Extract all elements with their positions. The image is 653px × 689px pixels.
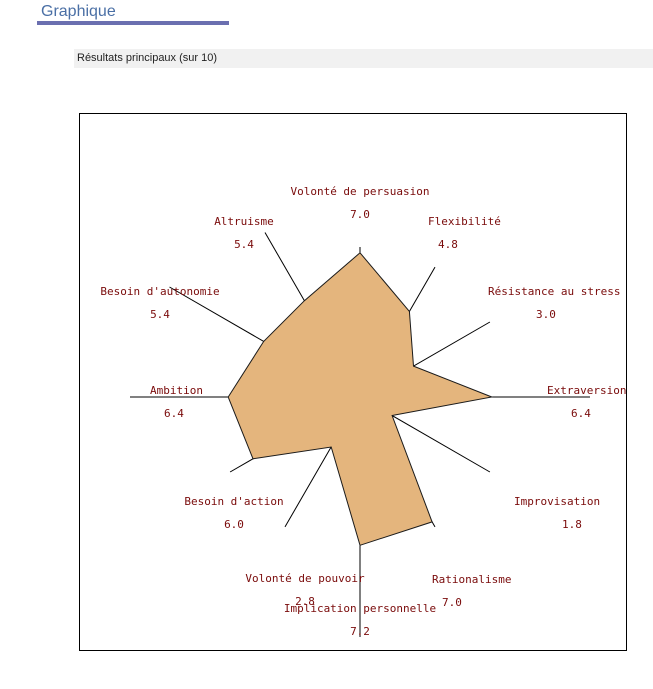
radar-chart-box: Volonté de persuasion 7.0 Flexibilité 4.8 Ré… xyxy=(79,113,652,651)
value-label: 4.8 xyxy=(438,238,458,251)
value-label: 6.4 xyxy=(571,407,591,420)
axis-label: Rationalisme xyxy=(432,573,511,586)
value-label: 3.0 xyxy=(536,308,556,321)
radar-chart: Volonté de persuasion 7.0 Flexibilité 4.8 Ré… xyxy=(79,113,627,651)
axis-label: Résistance au stress xyxy=(488,285,620,298)
value-label: 7.0 xyxy=(350,208,370,221)
chart-subtitle: Résultats principaux (sur 10) xyxy=(77,52,218,64)
axis-label: Extraversion xyxy=(547,384,626,397)
axis-label: Volonté de persuasion xyxy=(290,185,429,198)
axis-label: Implication personnelle xyxy=(284,602,436,615)
axis-label: Flexibilité xyxy=(428,215,501,228)
value-label: 6.0 xyxy=(224,518,244,531)
subtitle-bar: Résultats principaux (sur 10) xyxy=(74,49,653,68)
axis-label: Volonté de pouvoir xyxy=(245,572,365,585)
value-label: 5.4 xyxy=(150,308,170,321)
value-label: 1.8 xyxy=(562,518,582,531)
axis-label: Ambition xyxy=(150,384,203,397)
section-underline xyxy=(37,21,229,25)
value-label: 5.4 xyxy=(234,238,254,251)
value-label: 7.2 xyxy=(350,625,370,638)
radar-value-shape xyxy=(227,252,494,546)
value-label: 6.4 xyxy=(164,407,184,420)
axis-label: Improvisation xyxy=(514,495,600,508)
axis-label: Besoin d'autonomie xyxy=(100,285,219,298)
radar-labels: Volonté de persuasion 7.0 Flexibilité 4.8 Ré… xyxy=(100,185,626,638)
value-label: 7.0 xyxy=(442,596,462,609)
section-title: Graphique xyxy=(41,3,116,20)
axis-label: Altruisme xyxy=(214,215,274,228)
value-label: 2.8 xyxy=(295,595,315,608)
axis-label: Besoin d'action xyxy=(184,495,283,508)
